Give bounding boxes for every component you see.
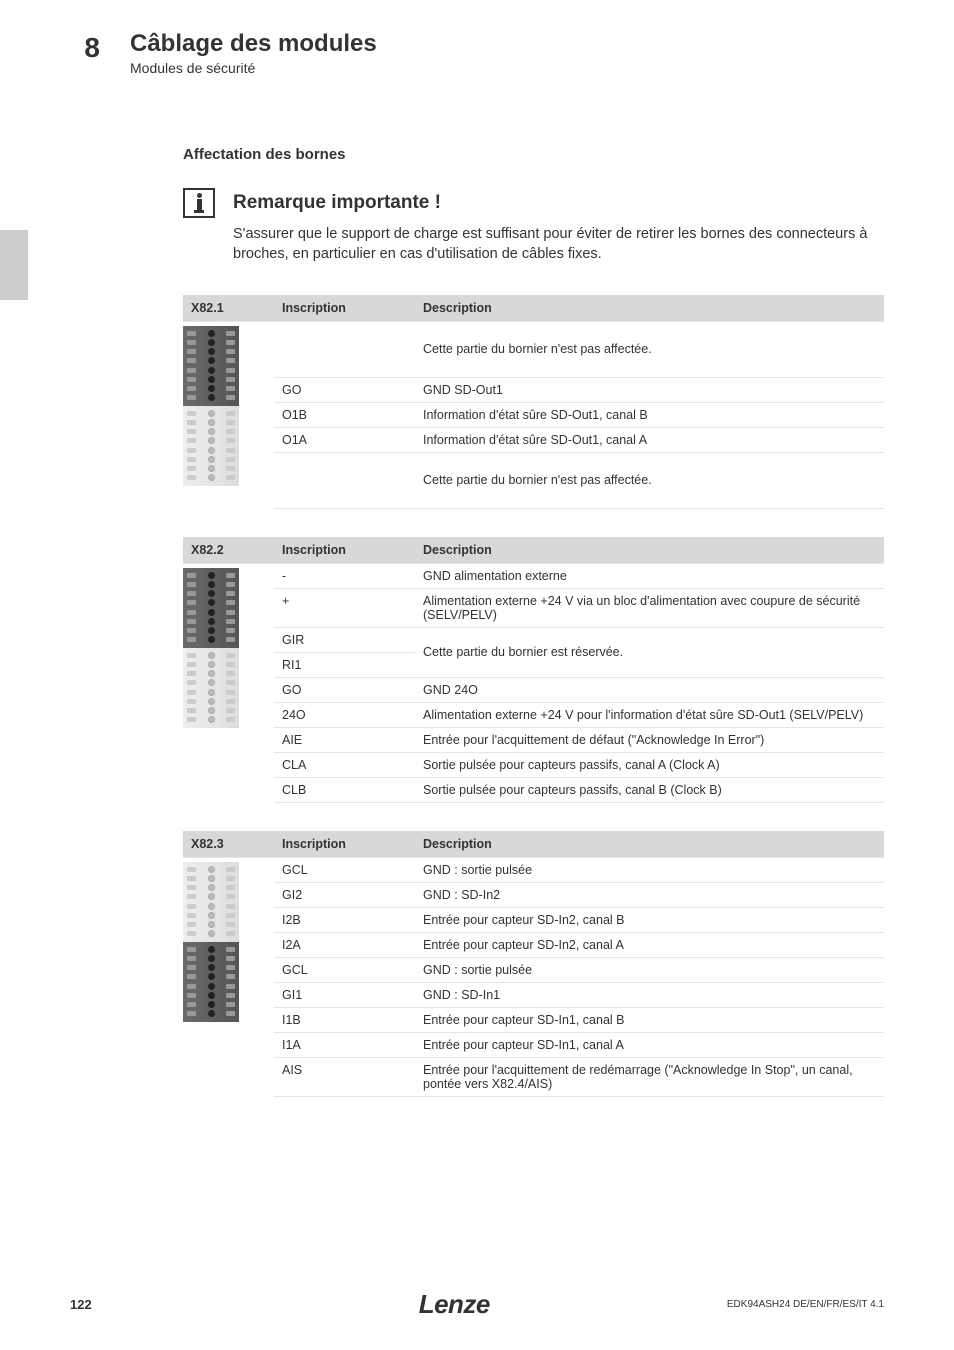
table-row: I1AEntrée pour capteur SD-In1, canal A — [183, 1032, 884, 1057]
connector-image — [183, 326, 239, 486]
table-row: -GND alimentation externe — [183, 563, 884, 588]
table-row: AIEEntrée pour l'acquittement de défaut … — [183, 727, 884, 752]
inscription-cell: GCL — [274, 957, 415, 982]
chapter-subtitle: Modules de sécurité — [130, 60, 954, 76]
table-row: GCLGND : sortie pulsée — [183, 857, 884, 882]
table-row: O1BInformation d'état sûre SD-Out1, cana… — [183, 402, 884, 427]
table-row: +Alimentation externe +24 V via un bloc … — [183, 588, 884, 627]
table3-label-header: X82.3 — [183, 831, 274, 858]
table-row: 24OAlimentation externe +24 V pour l'inf… — [183, 702, 884, 727]
content-area: Affectation des bornes Remarque importan… — [183, 146, 884, 1097]
page-footer: 122 Lenze EDK94ASH24 DE/EN/FR/ES/IT 4.1 — [0, 1289, 954, 1320]
table-row: Cette partie du bornier n'est pas affect… — [183, 321, 884, 377]
inscription-cell: O1A — [274, 427, 415, 452]
description-cell: Entrée pour capteur SD-In1, canal B — [415, 1007, 884, 1032]
page-number: 122 — [70, 1297, 92, 1312]
table-row: GI1GND : SD-In1 — [183, 982, 884, 1007]
inscription-cell: GO — [274, 677, 415, 702]
inscription-cell: GI2 — [274, 882, 415, 907]
description-cell: Entrée pour capteur SD-In1, canal A — [415, 1032, 884, 1057]
connector-image — [183, 862, 239, 1022]
inscription-header: Inscription — [274, 831, 415, 858]
note-box: Remarque importante ! S'assurer que le s… — [183, 188, 884, 265]
table-row: GI2GND : SD-In2 — [183, 882, 884, 907]
description-cell: GND 24O — [415, 677, 884, 702]
table-row: Cette partie du bornier n'est pas affect… — [183, 452, 884, 508]
inscription-cell: RI1 — [274, 652, 415, 677]
note-title: Remarque importante ! — [233, 192, 441, 214]
page-header: 8 Câblage des modules Modules de sécurit… — [0, 0, 954, 76]
description-cell: Cette partie du bornier est réservée. — [415, 627, 884, 677]
description-cell: GND : SD-In1 — [415, 982, 884, 1007]
inscription-header: Inscription — [274, 537, 415, 564]
inscription-cell: GI1 — [274, 982, 415, 1007]
note-header: Remarque importante ! — [183, 188, 884, 218]
chapter-title: Câblage des modules — [130, 30, 954, 58]
description-cell: Entrée pour capteur SD-In2, canal A — [415, 932, 884, 957]
inscription-cell: - — [274, 563, 415, 588]
inscription-cell: 24O — [274, 702, 415, 727]
inscription-cell: CLB — [274, 777, 415, 802]
description-header: Description — [415, 537, 884, 564]
inscription-cell: AIS — [274, 1057, 415, 1096]
inscription-cell — [274, 452, 415, 508]
note-text: S'assurer que le support de charge est s… — [233, 224, 884, 265]
description-cell: Information d'état sûre SD-Out1, canal B — [415, 402, 884, 427]
inscription-cell — [274, 321, 415, 377]
table-row: GCLGND : sortie pulsée — [183, 957, 884, 982]
description-cell: Sortie pulsée pour capteurs passifs, can… — [415, 777, 884, 802]
section-number: 8 — [0, 30, 130, 64]
description-cell: Entrée pour l'acquittement de redémarrag… — [415, 1057, 884, 1096]
inscription-cell: GCL — [274, 857, 415, 882]
table-x82-2: X82.2 Inscription Description -GND alime… — [183, 537, 884, 803]
table-row: GOGND SD-Out1 — [183, 377, 884, 402]
description-cell: Entrée pour l'acquittement de défaut ("A… — [415, 727, 884, 752]
inscription-cell: I1B — [274, 1007, 415, 1032]
table-row: I1BEntrée pour capteur SD-In1, canal B — [183, 1007, 884, 1032]
inscription-cell: + — [274, 588, 415, 627]
inscription-cell: I2B — [274, 907, 415, 932]
header-text: Câblage des modules Modules de sécurité — [130, 30, 954, 76]
table1-label-header: X82.1 — [183, 295, 274, 322]
table-row: O1AInformation d'état sûre SD-Out1, cana… — [183, 427, 884, 452]
table-row: GIRCette partie du bornier est réservée. — [183, 627, 884, 652]
info-icon — [183, 188, 215, 218]
description-cell: Sortie pulsée pour capteurs passifs, can… — [415, 752, 884, 777]
description-cell: GND SD-Out1 — [415, 377, 884, 402]
description-cell: GND : sortie pulsée — [415, 857, 884, 882]
inscription-header: Inscription — [274, 295, 415, 322]
section-heading: Affectation des bornes — [183, 146, 884, 163]
description-cell: Alimentation externe +24 V pour l'inform… — [415, 702, 884, 727]
inscription-cell: GO — [274, 377, 415, 402]
table-row: I2AEntrée pour capteur SD-In2, canal A — [183, 932, 884, 957]
table-row: CLASortie pulsée pour capteurs passifs, … — [183, 752, 884, 777]
inscription-cell: I2A — [274, 932, 415, 957]
table-row: CLBSortie pulsée pour capteurs passifs, … — [183, 777, 884, 802]
footer-doc-id: EDK94ASH24 DE/EN/FR/ES/IT 4.1 — [727, 1299, 884, 1310]
description-header: Description — [415, 295, 884, 322]
inscription-cell: AIE — [274, 727, 415, 752]
description-cell: GND : sortie pulsée — [415, 957, 884, 982]
table-x82-3: X82.3 Inscription Description GCLGND : s… — [183, 831, 884, 1097]
description-cell: GND alimentation externe — [415, 563, 884, 588]
inscription-cell: GIR — [274, 627, 415, 652]
description-cell: Information d'état sûre SD-Out1, canal A — [415, 427, 884, 452]
table-row: GOGND 24O — [183, 677, 884, 702]
description-cell: Alimentation externe +24 V via un bloc d… — [415, 588, 884, 627]
connector-image — [183, 568, 239, 728]
description-cell: Cette partie du bornier n'est pas affect… — [415, 452, 884, 508]
inscription-cell: CLA — [274, 752, 415, 777]
brand-logo: Lenze — [419, 1289, 490, 1320]
description-cell: Entrée pour capteur SD-In2, canal B — [415, 907, 884, 932]
inscription-cell: O1B — [274, 402, 415, 427]
table-x82-1: X82.1 Inscription Description Cette part… — [183, 295, 884, 509]
description-header: Description — [415, 831, 884, 858]
table-row: I2BEntrée pour capteur SD-In2, canal B — [183, 907, 884, 932]
description-cell: Cette partie du bornier n'est pas affect… — [415, 321, 884, 377]
table-row: AISEntrée pour l'acquittement de redémar… — [183, 1057, 884, 1096]
table2-label-header: X82.2 — [183, 537, 274, 564]
side-tab — [0, 230, 28, 300]
inscription-cell: I1A — [274, 1032, 415, 1057]
description-cell: GND : SD-In2 — [415, 882, 884, 907]
